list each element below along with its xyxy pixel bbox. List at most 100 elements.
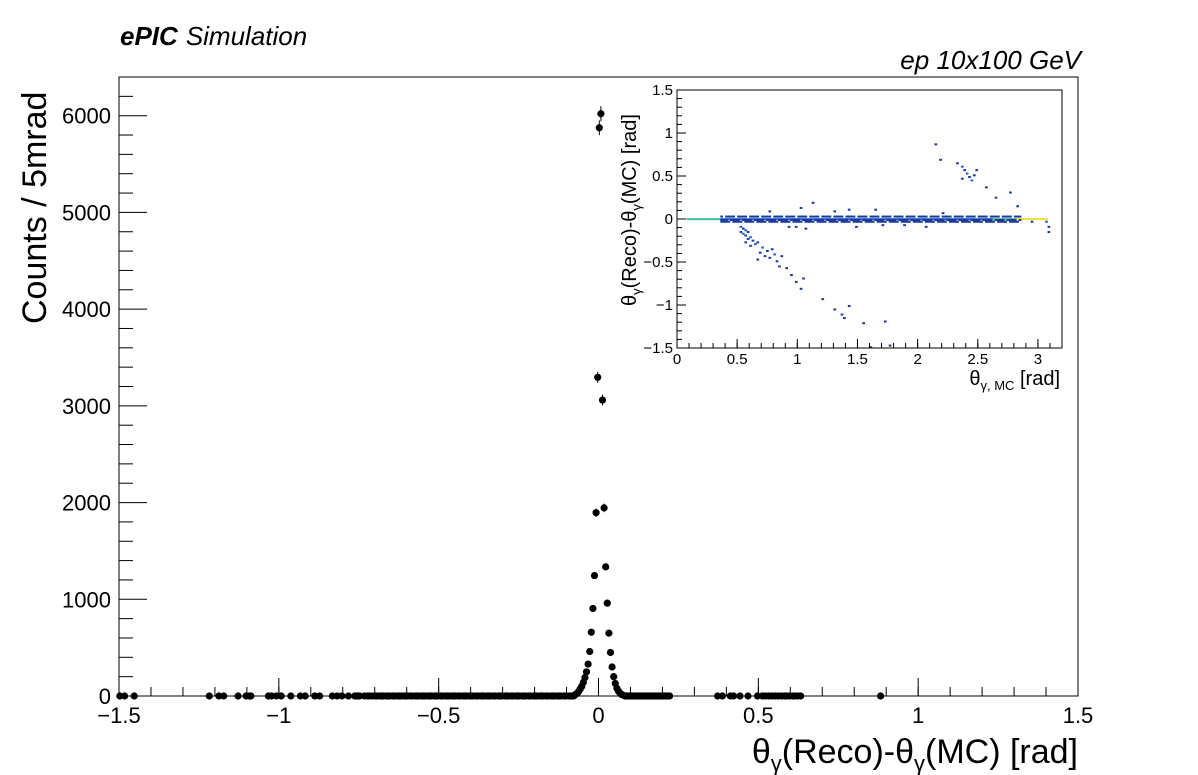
heatmap-cell <box>840 215 844 218</box>
data-point <box>744 692 752 700</box>
heatmap-cell <box>720 220 724 223</box>
heatmap-cell <box>1016 215 1019 218</box>
heatmap-cell <box>756 220 760 223</box>
main-x-axis: −1.5 −1 −0.5 0 0.5 1 1.5 <box>97 678 1093 728</box>
heatmap-cell <box>708 218 711 221</box>
inset-cells <box>686 143 1051 349</box>
data-point <box>608 663 616 671</box>
heatmap-cell <box>754 243 757 246</box>
data-point <box>587 628 595 636</box>
heatmap-cell <box>857 220 861 223</box>
inset-y-tick-label: −1.5 <box>643 340 673 357</box>
heatmap-cell <box>766 215 769 218</box>
heatmap-cell <box>941 220 945 223</box>
heatmap-cell <box>944 218 947 221</box>
heatmap-cell <box>739 215 743 218</box>
heatmap-cell <box>766 249 769 252</box>
heatmap-cell <box>756 219 760 222</box>
heatmap-cell <box>999 220 1003 223</box>
heatmap-cell <box>883 218 887 221</box>
heatmap-cell <box>980 215 983 218</box>
data-point <box>590 571 599 580</box>
heatmap-cell <box>917 219 921 222</box>
heatmap-cell <box>869 346 873 349</box>
heatmap-cell <box>727 220 731 223</box>
heatmap-cell <box>972 219 976 222</box>
heatmap-cell <box>900 220 904 223</box>
heatmap-cell <box>941 219 945 222</box>
heatmap-cell <box>761 215 764 218</box>
heatmap-cell <box>1001 220 1005 223</box>
data-point <box>797 692 805 700</box>
heatmap-cell <box>965 220 969 223</box>
heatmap-cell <box>1037 218 1041 221</box>
heatmap-cell <box>912 219 916 222</box>
heatmap-cell <box>749 215 752 218</box>
heatmap-cell <box>847 215 851 218</box>
heatmap-cell <box>785 220 788 223</box>
heatmap-cell <box>869 220 873 223</box>
heatmap-cell <box>715 218 719 221</box>
heatmap-cell <box>768 215 772 218</box>
inset-x-axis-title: θγ, MC [rad] <box>969 368 1060 393</box>
heatmap-cell <box>722 219 726 222</box>
heatmap-cell <box>838 219 841 222</box>
heatmap-cell <box>956 220 959 223</box>
heatmap-cell <box>920 215 923 218</box>
heatmap-cell <box>703 218 707 221</box>
heatmap-cell <box>944 215 947 218</box>
heatmap-cell <box>763 215 767 218</box>
heatmap-cell <box>751 239 755 242</box>
heatmap-cell <box>787 215 791 218</box>
heatmap-cell <box>754 219 757 222</box>
heatmap-cell <box>883 320 887 323</box>
heatmap-cell <box>898 215 902 218</box>
heatmap-cell <box>881 215 885 218</box>
heatmap-cell <box>864 219 868 222</box>
heatmap-cell <box>932 215 935 218</box>
data-point <box>120 692 129 700</box>
heatmap-cell <box>799 218 803 221</box>
heatmap-cell <box>975 169 979 172</box>
heatmap-cell <box>785 219 788 222</box>
heatmap-cell <box>840 219 844 222</box>
heatmap-cell <box>864 220 868 223</box>
heatmap-cell <box>883 220 887 223</box>
heatmap-cell <box>761 219 764 222</box>
inset-x-tick-label: 3 <box>1034 351 1042 368</box>
heatmap-cell <box>922 215 926 218</box>
heatmap-cell <box>705 218 709 221</box>
heatmap-cell <box>831 220 834 223</box>
heatmap-cell <box>809 220 813 223</box>
heatmap-cell <box>917 215 921 218</box>
data-point <box>603 599 611 607</box>
heatmap-cell <box>785 267 788 270</box>
heatmap-cell <box>811 218 815 221</box>
heatmap-cell <box>823 220 827 223</box>
heatmap-cell <box>874 208 878 211</box>
heatmap-cell <box>729 219 733 222</box>
heatmap-cell <box>1016 205 1019 208</box>
heatmap-cell <box>997 215 1000 218</box>
heatmap-cell <box>1006 215 1010 218</box>
heatmap-cell <box>838 215 841 218</box>
heatmap-cell <box>960 220 964 223</box>
heatmap-cell <box>968 176 971 179</box>
heatmap-cell <box>828 219 832 222</box>
heatmap-cell <box>1009 215 1012 218</box>
heatmap-cell <box>944 220 947 223</box>
heatmap-cell <box>1042 218 1046 221</box>
heatmap-cell <box>843 220 846 223</box>
heatmap-cell <box>970 219 974 222</box>
data-point <box>595 124 603 132</box>
heatmap-cell <box>744 229 748 232</box>
main-x-tick-label: −1.5 <box>97 703 140 728</box>
heatmap-cell <box>727 218 731 221</box>
heatmap-cell <box>920 220 923 223</box>
heatmap-cell <box>758 220 762 223</box>
heatmap-cell <box>847 218 851 221</box>
heatmap-cell <box>751 215 755 218</box>
heatmap-cell <box>811 215 815 218</box>
heatmap-cell <box>898 219 902 222</box>
heatmap-cell <box>965 219 969 222</box>
